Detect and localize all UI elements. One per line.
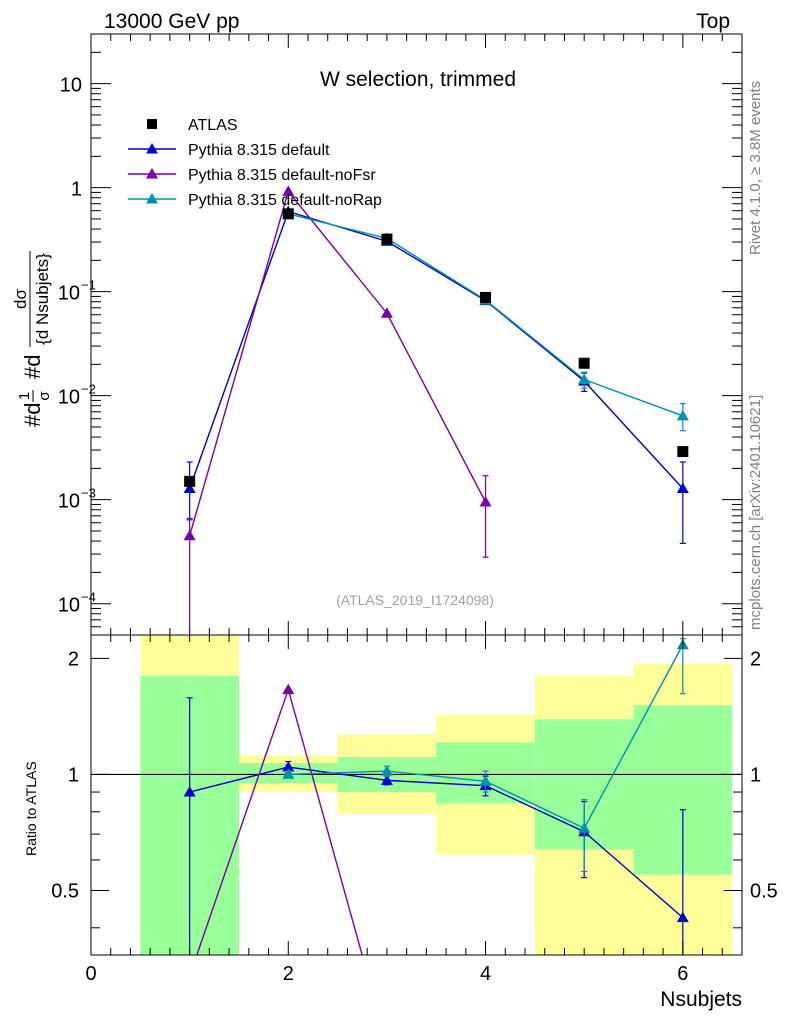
y-tick-label-exponent: −4 xyxy=(81,590,96,605)
y-label-prefix: #d xyxy=(20,403,45,427)
series-line-pythia-8-315-default-norap xyxy=(288,213,684,417)
legend: ATLAS Pythia 8.315 default Pythia 8.315 de… xyxy=(128,117,382,209)
legend-marker-pythia-8-315-default xyxy=(146,143,158,154)
x-tick-label: 4 xyxy=(480,963,491,985)
marker-pythia-8-315-default-norap xyxy=(578,373,591,385)
marker-pythia-8-315-default-nofsr xyxy=(479,495,492,507)
legend-marker-pythia-8-315-default-nofsr xyxy=(146,168,158,179)
y-tick-label: 10 xyxy=(58,491,80,513)
y-label-d: #d xyxy=(20,355,45,379)
main-x-ticks xyxy=(90,34,723,635)
legend-marker-pythia-8-315-default-norap xyxy=(146,193,158,204)
y-axis-label: #d 1 σ #d dσ {d Nsubjets} xyxy=(11,251,53,427)
ratio-ticks: 0.5 0.5 1 1 2 2 xyxy=(51,635,778,955)
ratio-marker-pythia-8-315-default-norap xyxy=(479,775,492,786)
y-tick-label-exponent: −1 xyxy=(81,278,96,293)
y-tick-label: 10 xyxy=(58,283,80,305)
ratio-marker-pythia-8-315-default-nofsr xyxy=(282,683,295,695)
ratio-uncertainty-bands xyxy=(140,635,733,955)
x-tick-label: 6 xyxy=(677,963,688,985)
marker-pythia-8-315-default xyxy=(183,482,196,494)
ratio-marker-pythia-8-315-default-norap xyxy=(578,822,591,833)
y-tick-label: 10 xyxy=(60,75,82,97)
x-tick-labels: 0 2 4 6 xyxy=(85,963,688,985)
legend-label-pythia-8-315-default-nofsr: Pythia 8.315 default-noFsr xyxy=(188,167,376,184)
marker-pythia-8-315-default-nofsr xyxy=(183,529,196,541)
ratio-y-tick-label-left: 2 xyxy=(68,648,79,670)
chart-title: W selection, trimmed xyxy=(320,68,516,91)
main-series xyxy=(183,185,689,635)
y-label-dsigma: dσ xyxy=(11,289,30,309)
marker-pythia-8-315-default-nofsr xyxy=(282,185,295,196)
y-tick-label: 10 xyxy=(58,595,80,617)
x-tick-label: 0 xyxy=(85,963,96,985)
y-tick-label-exponent: −2 xyxy=(81,382,96,397)
ratio-frame xyxy=(90,634,743,956)
legend-label-pythia-8-315-default-norap: Pythia 8.315 default-noRap xyxy=(188,192,382,209)
y-tick-label: 1 xyxy=(71,179,82,201)
header-process: Top xyxy=(696,10,730,33)
ratio-y-tick-label-left: 0.5 xyxy=(51,880,79,902)
side-label-mcplots: mcplots.cern.ch [arXiv:2401.10621] xyxy=(747,395,764,630)
data-point-atlas xyxy=(381,233,393,245)
data-point-atlas xyxy=(677,446,689,458)
data-point-atlas xyxy=(578,357,590,369)
ratio-panel: 0.5 0.5 1 1 2 2 Ratio to ATLAS xyxy=(23,634,778,956)
ratio-y-tick-label-right: 2 xyxy=(750,648,761,670)
y-label-dnsubjets: {d Nsubjets} xyxy=(33,253,52,345)
y-tick-label: 10 xyxy=(58,387,80,409)
marker-pythia-8-315-default xyxy=(676,482,689,494)
side-label-rivet: Rivet 4.1.0, ≥ 3.8M events xyxy=(747,81,764,255)
legend-marker-atlas xyxy=(147,119,157,129)
x-tick-label: 2 xyxy=(283,963,294,985)
ratio-marker-pythia-8-315-default xyxy=(380,774,393,785)
y-tick-label-exponent: −3 xyxy=(81,486,96,501)
ratio-marker-pythia-8-315-default xyxy=(282,761,295,772)
x-axis-label: Nsubjets xyxy=(660,988,742,1011)
main-y-ticks xyxy=(91,33,742,636)
data-point-atlas xyxy=(480,291,492,303)
legend-label-atlas: ATLAS xyxy=(188,117,238,134)
ratio-marker-pythia-8-315-default xyxy=(676,911,689,923)
ratio-marker-pythia-8-315-default xyxy=(183,786,196,797)
ratio-y-label: Ratio to ATLAS xyxy=(23,761,39,856)
series-line-pythia-8-315-default xyxy=(188,210,684,489)
ratio-y-tick-label-left: 1 xyxy=(68,764,79,786)
data-point-atlas xyxy=(282,208,294,220)
ratio-marker-pythia-8-315-default-norap xyxy=(282,768,295,779)
marker-pythia-8-315-default-nofsr xyxy=(380,307,393,318)
y-label-sigma: σ xyxy=(36,391,53,401)
header-collision: 13000 GeV pp xyxy=(104,10,239,33)
data-point-atlas xyxy=(184,475,196,487)
marker-pythia-8-315-default-norap xyxy=(676,409,689,421)
ratio-series xyxy=(183,638,689,955)
ratio-marker-pythia-8-315-default-norap xyxy=(380,765,393,776)
ratio-y-tick-label-right: 0.5 xyxy=(750,880,778,902)
legend-label-pythia-8-315-default: Pythia 8.315 default xyxy=(188,142,330,159)
series-line-pythia-8-315-default-nofsr xyxy=(188,189,487,536)
analysis-tag: (ATLAS_2019_I1724098) xyxy=(336,592,494,608)
y-label-one: 1 xyxy=(16,392,33,400)
ratio-line-pythia-8-315-default xyxy=(189,766,684,919)
ratio-y-tick-label-right: 1 xyxy=(750,764,761,786)
